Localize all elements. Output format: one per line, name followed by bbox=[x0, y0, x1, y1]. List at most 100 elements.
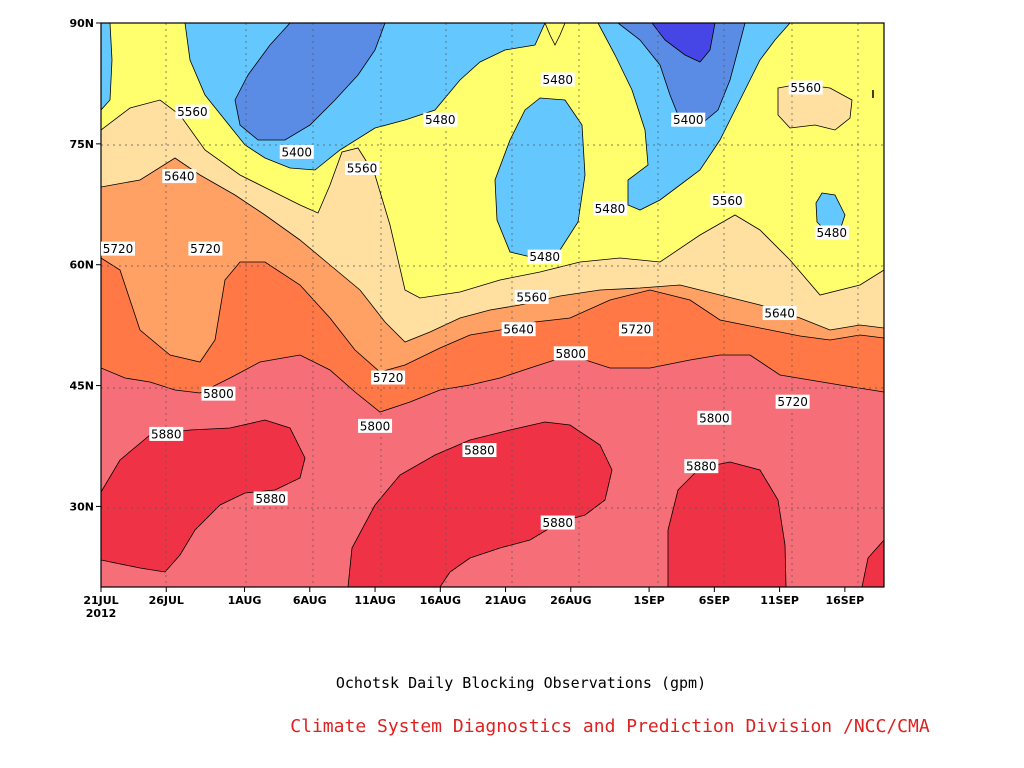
contour-label-text: 5640 bbox=[503, 323, 534, 337]
contour-label-text: 5480 bbox=[529, 250, 560, 264]
contour-label: 5400 bbox=[279, 144, 314, 159]
y-tick-label: 75N bbox=[69, 138, 94, 151]
credit-line: Climate System Diagnostics and Predictio… bbox=[290, 716, 930, 737]
contour-label: 5480 bbox=[423, 112, 458, 127]
contour-label-bg bbox=[775, 394, 810, 409]
x-tick-label: 16SEP bbox=[825, 594, 864, 607]
axis-ticks: 21JUL 26JUL 1AUG 6AUG 11AUG 16AUG 21AUG 26AUG 1S… bbox=[69, 17, 864, 620]
contour-label-text: 5800 bbox=[203, 387, 234, 401]
contour-label-text: 5480 bbox=[595, 202, 626, 216]
contour-label-bg bbox=[101, 241, 135, 256]
contour-label: 5560 bbox=[514, 289, 549, 304]
x-tick-label: 21AUG bbox=[485, 594, 526, 607]
contour-label-bg bbox=[553, 346, 588, 361]
band-above-5880-d bbox=[861, 539, 884, 587]
band-below-5400 bbox=[651, 23, 716, 63]
x-tick-label: 6AUG bbox=[293, 594, 327, 607]
contour-label-bg bbox=[762, 306, 797, 321]
x-tick-label: 26JUL bbox=[149, 594, 184, 607]
contour-label-bg bbox=[175, 104, 210, 119]
contour-label: 5800 bbox=[553, 346, 588, 361]
contour-label-bg bbox=[279, 144, 314, 159]
contour-label: 5640 bbox=[762, 306, 797, 321]
contour-label-bg bbox=[462, 443, 497, 458]
contour-label-bg bbox=[671, 112, 706, 127]
contour-label-text: 5640 bbox=[164, 170, 195, 184]
band-above-5880-c bbox=[667, 461, 787, 587]
y-tick-label: 90N bbox=[69, 17, 94, 30]
contour-label-text: 5800 bbox=[556, 347, 587, 361]
band-5400-5480-a bbox=[234, 23, 386, 141]
contour-label-text: 5560 bbox=[177, 105, 208, 119]
contour-label-bg bbox=[788, 80, 823, 95]
x-tick-label: 6SEP bbox=[699, 594, 730, 607]
contour-label: 5640 bbox=[501, 322, 536, 337]
band-5560-notch bbox=[544, 23, 566, 46]
contour-label-bg bbox=[201, 386, 236, 401]
contour-label-bg bbox=[514, 289, 549, 304]
x-tick-label: 26AUG bbox=[550, 594, 591, 607]
contour-label: 5560 bbox=[788, 80, 823, 95]
contour-label-bg bbox=[423, 112, 458, 127]
contour-label-bg bbox=[540, 72, 575, 87]
contour-label-text: 5560 bbox=[516, 290, 547, 304]
contour-label: 5800 bbox=[201, 386, 236, 401]
contour-label-bg bbox=[149, 426, 184, 441]
contour-label-bg bbox=[527, 249, 562, 264]
y-tick-label: 60N bbox=[69, 259, 94, 272]
contour-label: 5880 bbox=[540, 515, 575, 530]
contour-label-text: 5880 bbox=[151, 427, 182, 441]
x-tick-label: 11SEP bbox=[760, 594, 799, 607]
contour-label-bg bbox=[684, 459, 719, 474]
contour-label: 5640 bbox=[162, 169, 197, 184]
contour-label-text: 5640 bbox=[764, 307, 795, 321]
band-5480-5560-top bbox=[101, 23, 113, 111]
contour-labels: 5560 5640 5720 5720 5800 5880 5880 5400 5480 5560… bbox=[101, 72, 849, 530]
x-year-label: 2012 bbox=[86, 607, 117, 620]
y-tick-label: 30N bbox=[69, 500, 94, 513]
contour-label-bg bbox=[592, 201, 627, 216]
contour-label-text: 5480 bbox=[425, 113, 456, 127]
x-tick-label: 16AUG bbox=[420, 594, 461, 607]
contour-label-text: 5720 bbox=[621, 323, 652, 337]
contour-label-text: 5720 bbox=[777, 395, 808, 409]
contour-label: 5800 bbox=[697, 410, 732, 425]
plot-frame bbox=[100, 22, 885, 588]
contour-label-text: 5720 bbox=[103, 242, 134, 256]
band-above-5880-b bbox=[347, 421, 613, 587]
contour-label: 5560 bbox=[710, 193, 745, 208]
contour-label: 5560 bbox=[345, 161, 379, 176]
contour-label-text: 5880 bbox=[686, 460, 717, 474]
contour-label: 5400 bbox=[671, 112, 706, 127]
contour-label: 5480 bbox=[814, 225, 849, 240]
contour-label-bg bbox=[501, 322, 536, 337]
band-above-5880-a bbox=[101, 419, 306, 573]
contour-fills bbox=[101, 23, 884, 587]
x-tick-label: 1SEP bbox=[634, 594, 665, 607]
contour-label-bg bbox=[814, 225, 849, 240]
contour-label-bg bbox=[619, 322, 654, 337]
contour-label-bg bbox=[162, 169, 197, 184]
contour-label-bg bbox=[697, 410, 732, 425]
contour-label-text: 5800 bbox=[360, 419, 391, 433]
grid bbox=[101, 23, 884, 587]
x-tick-label: 21JUL bbox=[83, 594, 118, 607]
contour-label: 5720 bbox=[775, 394, 810, 409]
contour-label-bg bbox=[540, 515, 575, 530]
contour-label: 5880 bbox=[149, 426, 184, 441]
contour-label-bg bbox=[371, 370, 406, 385]
contour-label-bg bbox=[345, 161, 379, 176]
x-tick-label: 11AUG bbox=[354, 594, 395, 607]
chart-title: Ochotsk Daily Blocking Observations (gpm… bbox=[336, 674, 706, 692]
contour-label-text: 5720 bbox=[373, 371, 404, 385]
contour-label-text: 5880 bbox=[464, 444, 495, 458]
contour-label: 5880 bbox=[253, 491, 288, 506]
contour-label-text: 5720 bbox=[190, 242, 221, 256]
contour-label: 5880 bbox=[684, 459, 719, 474]
contour-label-bg bbox=[188, 241, 223, 256]
contour-label-text: 5560 bbox=[712, 194, 743, 208]
contour-label: 5720 bbox=[619, 322, 654, 337]
y-tick-label: 45N bbox=[69, 380, 94, 393]
contour-label-text: 5400 bbox=[281, 145, 312, 159]
